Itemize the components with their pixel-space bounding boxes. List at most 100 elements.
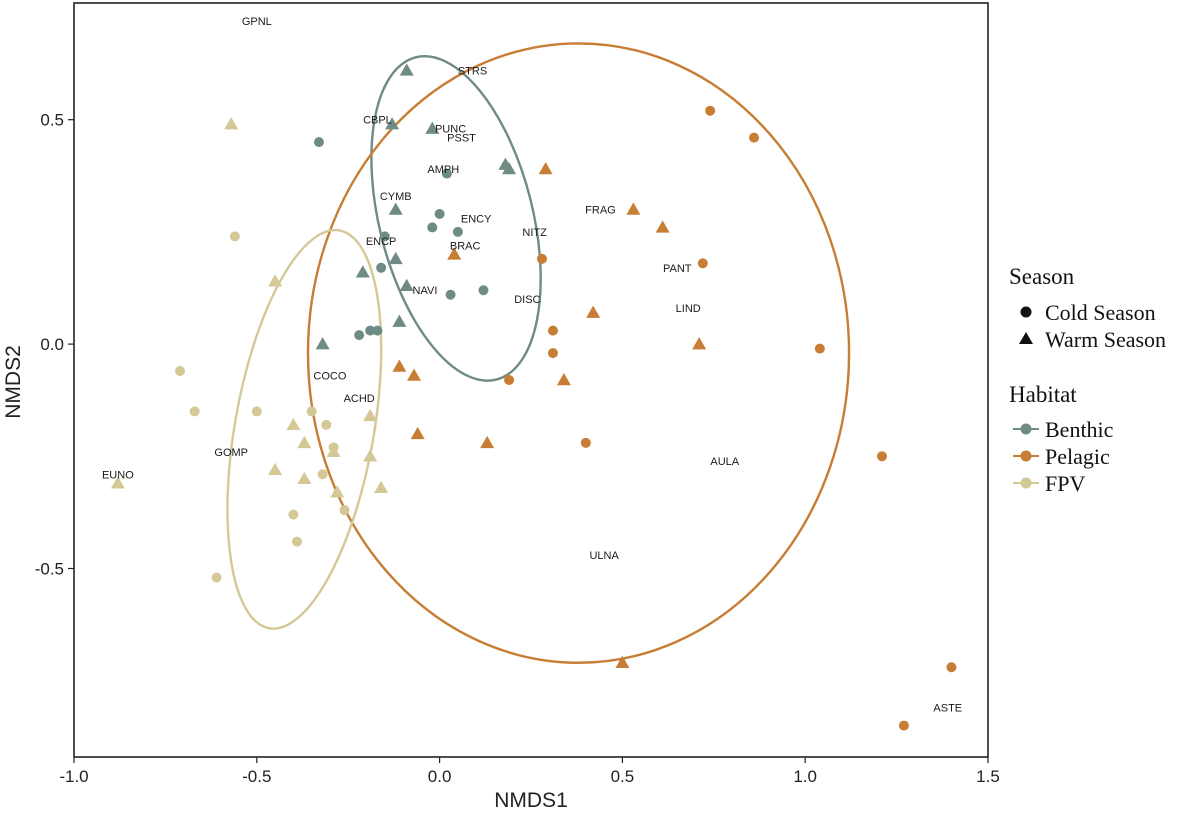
point-pelagic-warm-44 <box>410 426 425 440</box>
x-tick-label-5: 1.5 <box>976 767 1000 786</box>
point-fpv-warm-67 <box>297 471 312 484</box>
species-label-gomp: GOMP <box>214 447 248 459</box>
x-tick-label-1: -0.5 <box>242 767 271 786</box>
point-fpv-cold-58 <box>211 572 222 583</box>
species-label-nitz: NITZ <box>522 227 547 239</box>
point-benthic-warm-17 <box>388 202 403 215</box>
legend-season-warm-entry: Warm Season <box>1019 327 1166 352</box>
point-fpv-warm-61 <box>363 408 378 422</box>
species-label-punc: PUNC <box>435 124 466 136</box>
point-pelagic-warm-37 <box>655 220 670 233</box>
species-label-navi: NAVI <box>413 285 438 297</box>
point-benthic-warm-21 <box>392 314 407 327</box>
point-benthic-cold-7 <box>445 289 456 300</box>
point-fpv-warm-63 <box>297 435 312 449</box>
point-benthic-warm-12 <box>399 63 414 76</box>
point-fpv-warm-66 <box>268 462 283 476</box>
x-tick-label-3: 0.5 <box>611 767 635 786</box>
y-tick-label-2: 0.5 <box>40 111 64 130</box>
point-benthic-cold-2 <box>434 208 445 219</box>
point-benthic-warm-18 <box>388 251 403 265</box>
species-label-encp: ENCP <box>366 236 397 248</box>
point-fpv-cold-52 <box>321 419 332 430</box>
point-pelagic-warm-39 <box>586 305 601 318</box>
point-fpv-warm-65 <box>363 449 378 462</box>
point-pelagic-cold-29 <box>504 375 515 385</box>
point-benthic-cold-6 <box>376 262 387 273</box>
point-benthic-warm-16 <box>502 162 517 175</box>
species-label-strs: STRS <box>458 65 487 77</box>
point-pelagic-warm-46 <box>615 655 630 668</box>
point-benthic-warm-19 <box>355 265 370 278</box>
legend-benthic-swatch-icon <box>1020 423 1032 435</box>
point-pelagic-cold-26 <box>536 253 547 264</box>
y-axis-title: NMDS2 <box>2 345 25 419</box>
legend-fpv-label: FPV <box>1045 471 1085 496</box>
species-label-achd: ACHD <box>344 393 375 405</box>
x-tick-label-4: 1.0 <box>793 767 817 786</box>
legend-pelagic-label: Pelagic <box>1045 444 1110 469</box>
species-label-brac: BRAC <box>450 240 481 252</box>
legend: Season Cold Season Warm Season Habitat B… <box>1009 264 1166 496</box>
legend-habitat-pelagic-entry: Pelagic <box>1013 444 1110 469</box>
legend-triangle-icon <box>1019 332 1033 344</box>
legend-season-cold-label: Cold Season <box>1045 300 1156 325</box>
ellipse-fpv <box>226 228 383 630</box>
species-label-coco: COCO <box>313 371 346 383</box>
point-pelagic-warm-40 <box>692 337 707 350</box>
species-label-aste: ASTE <box>933 703 962 715</box>
point-fpv-cold-55 <box>339 505 350 516</box>
species-label-frag: FRAG <box>585 204 616 216</box>
point-fpv-warm-70 <box>110 476 125 489</box>
point-pelagic-warm-45 <box>480 435 495 449</box>
point-benthic-warm-22 <box>315 337 330 350</box>
species-label-cymb: CYMB <box>380 191 412 203</box>
species-label-euno: EUNO <box>102 469 134 481</box>
point-benthic-cold-1 <box>441 168 452 179</box>
legend-circle-icon <box>1020 306 1032 318</box>
species-label-ulna: ULNA <box>589 550 619 562</box>
point-benthic-cold-0 <box>313 137 324 148</box>
legend-habitat-benthic-entry: Benthic <box>1013 417 1114 442</box>
species-label-lind: LIND <box>676 303 701 315</box>
x-tick-label-2: 0.0 <box>428 767 452 786</box>
point-fpv-cold-57 <box>292 536 303 547</box>
point-pelagic-warm-42 <box>407 368 422 381</box>
point-fpv-cold-51 <box>306 406 317 417</box>
point-pelagic-cold-24 <box>749 132 760 143</box>
point-fpv-cold-56 <box>288 509 299 520</box>
ellipse-pelagic <box>306 42 851 664</box>
point-pelagic-warm-36 <box>626 202 641 215</box>
y-tick-label-0: -0.5 <box>35 560 64 579</box>
legend-habitat-fpv-entry: FPV <box>1013 471 1085 496</box>
y-tick-label-1: 0.0 <box>40 335 64 354</box>
point-benthic-cold-9 <box>354 330 365 341</box>
point-fpv-cold-48 <box>175 366 186 377</box>
species-label-disc: DISC <box>514 294 540 306</box>
point-pelagic-cold-34 <box>898 720 909 731</box>
point-pelagic-warm-38 <box>447 247 462 260</box>
legend-benthic-label: Benthic <box>1045 417 1114 442</box>
x-axis-title: NMDS1 <box>494 789 568 812</box>
point-pelagic-cold-32 <box>876 451 887 462</box>
legend-pelagic-swatch-icon <box>1020 450 1032 462</box>
point-layer <box>110 63 957 731</box>
point-benthic-cold-11 <box>372 325 383 336</box>
point-pelagic-cold-30 <box>580 437 591 448</box>
point-fpv-cold-54 <box>317 469 328 480</box>
species-label-amph: AMPH <box>427 164 459 176</box>
species-label-psst: PSST <box>447 133 476 145</box>
species-label-ency: ENCY <box>461 213 492 225</box>
legend-fpv-swatch-icon <box>1020 477 1032 489</box>
point-benthic-cold-8 <box>478 285 489 296</box>
point-benthic-cold-10 <box>365 325 376 336</box>
point-pelagic-warm-35 <box>538 162 553 175</box>
point-benthic-cold-5 <box>379 231 390 242</box>
point-pelagic-cold-33 <box>946 662 957 673</box>
point-benthic-cold-4 <box>452 226 463 237</box>
point-fpv-warm-64 <box>326 444 341 458</box>
point-pelagic-cold-31 <box>814 343 825 354</box>
